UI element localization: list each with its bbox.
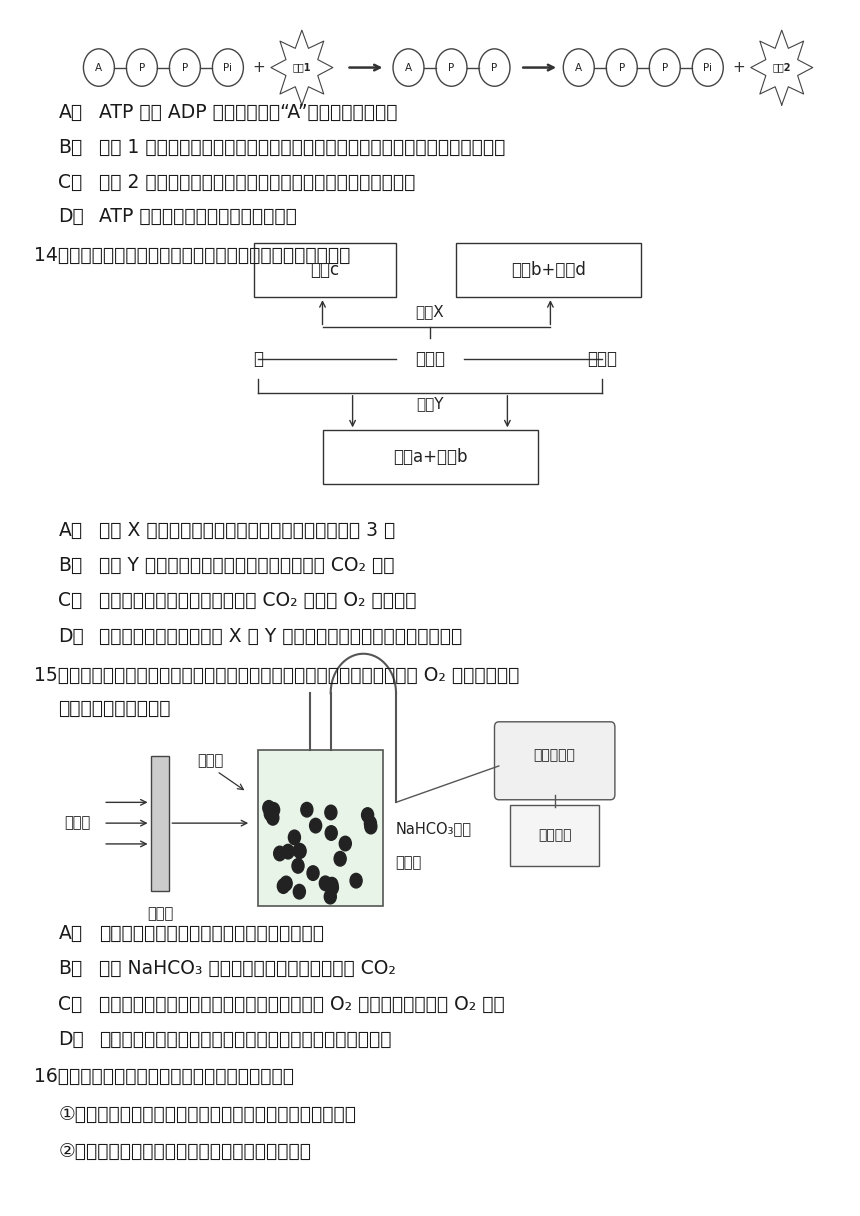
Text: 金鱼藻: 金鱼藻 [396, 855, 422, 871]
Polygon shape [271, 30, 333, 105]
Circle shape [282, 844, 294, 858]
Circle shape [310, 818, 322, 833]
Text: 物质a+物质b: 物质a+物质b [393, 449, 467, 466]
FancyBboxPatch shape [494, 722, 615, 800]
Text: 15．下图表示测定金鱼藻光合作用强度的实验密闭装置，氧气传感器可监测 O₂ 浓度的变化，: 15．下图表示测定金鱼藻光合作用强度的实验密闭装置，氧气传感器可监测 O₂ 浓度… [34, 666, 519, 685]
Polygon shape [751, 30, 813, 105]
Polygon shape [258, 750, 383, 906]
Text: 能量1: 能量1 [292, 62, 311, 73]
Circle shape [292, 858, 304, 873]
Text: ATP 的水解与细胞的放能反应相联系: ATP 的水解与细胞的放能反应相联系 [99, 207, 297, 226]
Text: C．: C． [58, 591, 83, 610]
Text: 该实验探究不同单色光对光合作用强度的影响: 该实验探究不同单色光对光合作用强度的影响 [99, 924, 324, 942]
Circle shape [264, 806, 276, 821]
Text: P: P [138, 62, 145, 73]
Text: +: + [253, 60, 265, 75]
Text: B．: B． [58, 959, 83, 978]
FancyBboxPatch shape [322, 430, 538, 484]
Text: 人: 人 [253, 349, 263, 367]
Circle shape [326, 880, 338, 895]
Text: B．: B． [58, 139, 83, 157]
Text: 下列叙述错误的是（）: 下列叙述错误的是（） [58, 699, 171, 719]
Text: 条件X: 条件X [415, 304, 445, 320]
Text: P: P [448, 62, 455, 73]
Text: 若将此装置放在黑暗处，可测定金鱼藻的细胞呼吸作用强度: 若将此装置放在黑暗处，可测定金鱼藻的细胞呼吸作用强度 [99, 1030, 391, 1049]
Text: P: P [618, 62, 625, 73]
Text: 滤光片: 滤光片 [147, 906, 173, 922]
Text: C．: C． [58, 174, 83, 192]
Text: A: A [575, 62, 582, 73]
Text: D．: D． [58, 1030, 84, 1049]
Text: +: + [733, 60, 745, 75]
Circle shape [307, 866, 319, 880]
Text: C．: C． [58, 995, 83, 1013]
Text: 葡萄糖: 葡萄糖 [415, 349, 445, 367]
Text: 盛气装置: 盛气装置 [538, 828, 571, 843]
Circle shape [273, 846, 286, 861]
Circle shape [325, 805, 337, 820]
Text: 单色光: 单色光 [198, 753, 224, 769]
Circle shape [326, 878, 338, 893]
Circle shape [365, 816, 377, 831]
Circle shape [319, 876, 331, 890]
Text: P: P [491, 62, 498, 73]
Text: 能量2: 能量2 [772, 62, 791, 73]
Text: 16．下列有关细胞生命历程的叙述，正确的是（）: 16．下列有关细胞生命历程的叙述，正确的是（） [34, 1068, 294, 1086]
Text: 条件 Y 下，葡萄糖在线粒体中被分解并产生 CO₂ 和水: 条件 Y 下，葡萄糖在线粒体中被分解并产生 CO₂ 和水 [99, 556, 395, 575]
Text: A．: A． [58, 520, 83, 540]
Text: ②细胞衰老，呼吸速率减慢；细胞分化，基因不变: ②细胞衰老，呼吸速率减慢；细胞分化，基因不变 [58, 1142, 311, 1161]
Circle shape [267, 811, 279, 826]
Text: 加入 NaHCO₃ 溶液是为金鱼藻光合作用提供 CO₂: 加入 NaHCO₃ 溶液是为金鱼藻光合作用提供 CO₂ [99, 959, 396, 978]
FancyBboxPatch shape [510, 805, 599, 866]
Text: 物质c: 物质c [310, 261, 339, 280]
Polygon shape [150, 755, 169, 890]
Text: A: A [95, 62, 102, 73]
Text: 能量 2 可以用于各种生命活动，例如植物根系吸收无机盐离子: 能量 2 可以用于各种生命活动，例如植物根系吸收无机盐离子 [99, 174, 415, 192]
Text: A．: A． [58, 924, 83, 942]
Circle shape [335, 851, 347, 866]
Circle shape [278, 879, 290, 894]
Circle shape [365, 820, 377, 834]
Text: 条件Y: 条件Y [416, 395, 444, 411]
Text: A．: A． [58, 102, 83, 122]
Text: Pi: Pi [703, 62, 712, 73]
Text: B．: B． [58, 556, 83, 575]
Text: D．: D． [58, 626, 84, 646]
Circle shape [361, 807, 373, 822]
Text: 14．下图为酵母菌和人体细胞呼吸流程图，下列叙述正确的是: 14．下图为酵母菌和人体细胞呼吸流程图，下列叙述正确的是 [34, 246, 351, 265]
Circle shape [325, 826, 337, 840]
Text: 氧气传感器: 氧气传感器 [534, 749, 575, 762]
Text: 能量 1 在动物体内可以来自细胞呼吸，在植物体内可以来自光合作用和细胞呼吸: 能量 1 在动物体内可以来自细胞呼吸，在植物体内可以来自光合作用和细胞呼吸 [99, 139, 506, 157]
Circle shape [267, 803, 280, 817]
Circle shape [324, 889, 336, 903]
Circle shape [294, 844, 306, 858]
Text: ①细胞生长，其表面积增大，导致细胞的物质交换效率升高: ①细胞生长，其表面积增大，导致细胞的物质交换效率升高 [58, 1104, 357, 1124]
Circle shape [293, 844, 305, 858]
Circle shape [350, 873, 362, 888]
Circle shape [293, 884, 305, 899]
Text: D．: D． [58, 207, 84, 226]
FancyBboxPatch shape [456, 243, 641, 297]
Text: 拆去滤光片，单位时间内，氧气传感器测到的 O₂ 浓度低于单色光下 O₂ 浓度: 拆去滤光片，单位时间内，氧气传感器测到的 O₂ 浓度低于单色光下 O₂ 浓度 [99, 995, 505, 1013]
FancyBboxPatch shape [254, 243, 396, 297]
Text: 条件 X 下酵母细胞呼吸时，葡萄糖中能量的去向有 3 处: 条件 X 下酵母细胞呼吸时，葡萄糖中能量的去向有 3 处 [99, 520, 395, 540]
Circle shape [339, 837, 351, 851]
Text: ATP 生成 ADP 的过程中远离“A”的高能磷酸键断裂: ATP 生成 ADP 的过程中远离“A”的高能磷酸键断裂 [99, 102, 397, 122]
Text: NaHCO₃溶液: NaHCO₃溶液 [396, 821, 471, 835]
Text: 酵母菌: 酵母菌 [587, 349, 617, 367]
Text: 氧气不足时，人体肌细胞产生的 CO₂ 量大于 O₂ 的消耗量: 氧气不足时，人体肌细胞产生的 CO₂ 量大于 O₂ 的消耗量 [99, 591, 416, 610]
Text: Pi: Pi [224, 62, 232, 73]
Circle shape [263, 800, 275, 815]
Circle shape [301, 803, 313, 817]
Text: A: A [405, 62, 412, 73]
Text: P: P [661, 62, 668, 73]
Text: P: P [181, 62, 188, 73]
Text: 自然光: 自然光 [64, 816, 90, 831]
Text: 人体细胞和酵母菌都能在 X 或 Y 条件下呼吸，皆属于兼性厕氧型生物: 人体细胞和酵母菌都能在 X 或 Y 条件下呼吸，皆属于兼性厕氧型生物 [99, 626, 462, 646]
Text: 物质b+物质d: 物质b+物质d [511, 261, 586, 280]
Circle shape [280, 877, 292, 891]
Circle shape [288, 831, 300, 845]
